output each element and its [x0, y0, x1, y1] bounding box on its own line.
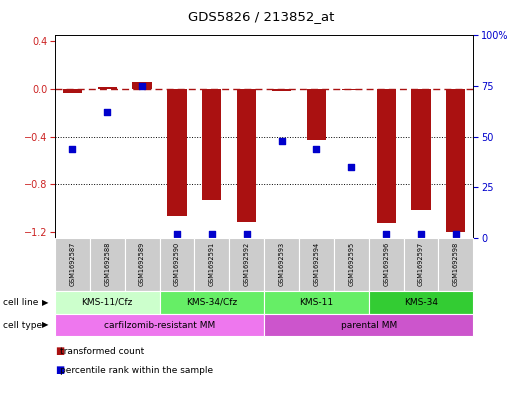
- Bar: [237, 89, 256, 222]
- Text: ■: ■: [55, 346, 64, 356]
- Bar: [167, 89, 187, 216]
- Bar: [377, 89, 396, 224]
- Text: KMS-34: KMS-34: [404, 298, 438, 307]
- Text: GSM1692588: GSM1692588: [104, 242, 110, 286]
- Text: GSM1692596: GSM1692596: [383, 242, 389, 286]
- Point: [243, 231, 251, 237]
- Bar: [63, 89, 82, 92]
- Bar: [446, 89, 465, 232]
- Text: KMS-11: KMS-11: [299, 298, 334, 307]
- Point: [452, 231, 460, 237]
- Bar: [202, 89, 221, 200]
- Point: [382, 231, 390, 237]
- Text: ▶: ▶: [42, 321, 49, 329]
- Text: percentile rank within the sample: percentile rank within the sample: [60, 366, 213, 375]
- Text: GSM1692589: GSM1692589: [139, 242, 145, 286]
- Point: [347, 164, 356, 170]
- Text: carfilzomib-resistant MM: carfilzomib-resistant MM: [104, 321, 215, 329]
- Text: GSM1692595: GSM1692595: [348, 242, 354, 286]
- Text: ▶: ▶: [42, 298, 49, 307]
- Text: transformed count: transformed count: [60, 347, 144, 356]
- Text: GSM1692598: GSM1692598: [453, 242, 459, 286]
- Bar: [132, 82, 152, 89]
- Point: [208, 231, 216, 237]
- Point: [68, 145, 76, 152]
- Text: GSM1692590: GSM1692590: [174, 242, 180, 286]
- Bar: [342, 89, 361, 90]
- Text: GSM1692594: GSM1692594: [313, 242, 320, 286]
- Text: parental MM: parental MM: [340, 321, 397, 329]
- Text: GSM1692593: GSM1692593: [279, 242, 285, 286]
- Text: KMS-34/Cfz: KMS-34/Cfz: [186, 298, 237, 307]
- Text: cell line: cell line: [3, 298, 38, 307]
- Text: GSM1692597: GSM1692597: [418, 242, 424, 286]
- Text: KMS-11/Cfz: KMS-11/Cfz: [82, 298, 133, 307]
- Bar: [272, 89, 291, 91]
- Text: ■: ■: [55, 365, 64, 375]
- Point: [417, 231, 425, 237]
- Text: GSM1692592: GSM1692592: [244, 242, 249, 286]
- Point: [277, 138, 286, 144]
- Text: GDS5826 / 213852_at: GDS5826 / 213852_at: [188, 10, 335, 23]
- Text: cell type: cell type: [3, 321, 42, 329]
- Text: GSM1692587: GSM1692587: [70, 242, 75, 286]
- Point: [138, 83, 146, 89]
- Text: GSM1692591: GSM1692591: [209, 242, 215, 286]
- Point: [103, 109, 111, 116]
- Bar: [412, 89, 430, 210]
- Bar: [98, 86, 117, 89]
- Point: [312, 145, 321, 152]
- Bar: [307, 89, 326, 140]
- Point: [173, 231, 181, 237]
